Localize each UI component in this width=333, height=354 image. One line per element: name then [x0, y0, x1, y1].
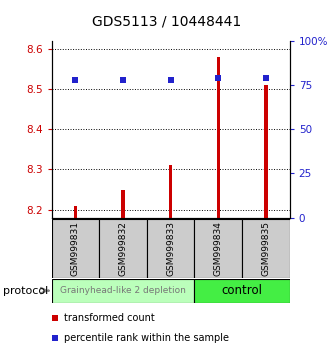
- Text: GDS5113 / 10448441: GDS5113 / 10448441: [92, 14, 241, 28]
- Bar: [194, 219, 242, 278]
- Bar: [52, 219, 99, 278]
- Text: Grainyhead-like 2 depletion: Grainyhead-like 2 depletion: [60, 286, 186, 295]
- Bar: [74, 206, 77, 218]
- Text: GSM999834: GSM999834: [214, 221, 223, 276]
- Bar: [52, 279, 194, 303]
- Bar: [99, 219, 147, 278]
- Text: transformed count: transformed count: [64, 313, 155, 323]
- Bar: [169, 165, 172, 218]
- Bar: [147, 219, 194, 278]
- Bar: [121, 189, 125, 218]
- Text: GSM999831: GSM999831: [71, 221, 80, 276]
- Text: percentile rank within the sample: percentile rank within the sample: [64, 333, 229, 343]
- Bar: [264, 85, 268, 218]
- Text: GSM999833: GSM999833: [166, 221, 175, 276]
- Text: control: control: [221, 284, 263, 297]
- Text: protocol: protocol: [3, 286, 49, 296]
- Bar: [242, 219, 290, 278]
- Text: GSM999835: GSM999835: [261, 221, 270, 276]
- Bar: [216, 57, 220, 218]
- Bar: [194, 279, 290, 303]
- Text: GSM999832: GSM999832: [119, 221, 128, 276]
